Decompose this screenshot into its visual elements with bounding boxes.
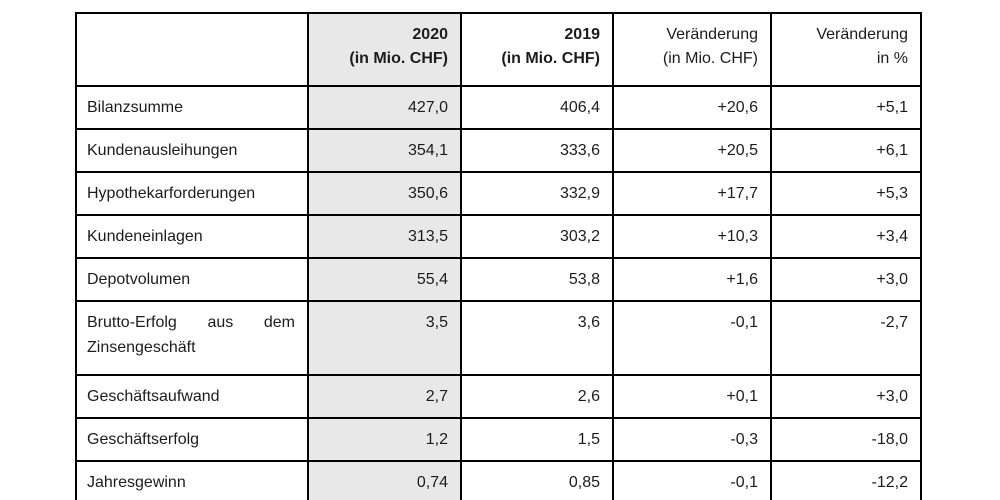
row-label: Jahresgewinn xyxy=(75,460,309,500)
row-label: Brutto-Erfolg aus dem Zinsengeschäft xyxy=(75,300,309,376)
header-2020-unit: (in Mio. CHF) xyxy=(349,50,448,67)
value-change-pct: +5,1 xyxy=(770,85,922,130)
value-change-chf: +0,1 xyxy=(612,374,772,419)
row-label: Hypothekarforderungen xyxy=(75,171,309,216)
value-change-chf: +10,3 xyxy=(612,214,772,259)
header-change-pct-label: Veränderung xyxy=(816,26,908,43)
table-row: Geschäftserfolg 1,2 1,5 -0,3 -18,0 xyxy=(75,417,922,462)
table-header-row: 2020 (in Mio. CHF) 2019 (in Mio. CHF) Ve… xyxy=(75,12,922,87)
value-2019: 332,9 xyxy=(460,171,614,216)
table-row: Hypothekarforderungen 350,6 332,9 +17,7 … xyxy=(75,171,922,216)
value-change-chf: +20,6 xyxy=(612,85,772,130)
value-2020: 313,5 xyxy=(307,214,462,259)
header-2019-year: 2019 xyxy=(564,26,600,43)
table-row: Bilanzsumme 427,0 406,4 +20,6 +5,1 xyxy=(75,85,922,130)
table-row: Kundeneinlagen 313,5 303,2 +10,3 +3,4 xyxy=(75,214,922,259)
value-change-chf: +17,7 xyxy=(612,171,772,216)
header-change-chf-label: Veränderung xyxy=(666,26,758,43)
value-2019: 406,4 xyxy=(460,85,614,130)
value-change-pct: -12,2 xyxy=(770,460,922,500)
value-2020: 2,7 xyxy=(307,374,462,419)
header-2019: 2019 (in Mio. CHF) xyxy=(460,12,614,87)
value-2019: 303,2 xyxy=(460,214,614,259)
value-change-pct: +3,4 xyxy=(770,214,922,259)
row-label: Geschäftsaufwand xyxy=(75,374,309,419)
header-2020: 2020 (in Mio. CHF) xyxy=(307,12,462,87)
value-change-pct: +6,1 xyxy=(770,128,922,173)
financial-summary-table: 2020 (in Mio. CHF) 2019 (in Mio. CHF) Ve… xyxy=(75,12,922,500)
value-2019: 53,8 xyxy=(460,257,614,302)
value-2020: 354,1 xyxy=(307,128,462,173)
value-2019: 2,6 xyxy=(460,374,614,419)
value-2020: 3,5 xyxy=(307,300,462,376)
header-change-chf-unit: (in Mio. CHF) xyxy=(662,50,758,67)
value-change-pct: -2,7 xyxy=(770,300,922,376)
row-label: Kundeneinlagen xyxy=(75,214,309,259)
value-change-pct: +5,3 xyxy=(770,171,922,216)
table-row: Kundenausleihungen 354,1 333,6 +20,5 +6,… xyxy=(75,128,922,173)
value-2019: 1,5 xyxy=(460,417,614,462)
value-change-pct: +3,0 xyxy=(770,374,922,419)
value-2019: 333,6 xyxy=(460,128,614,173)
value-change-chf: -0,1 xyxy=(612,460,772,500)
value-change-pct: +3,0 xyxy=(770,257,922,302)
value-2019: 0,85 xyxy=(460,460,614,500)
value-2020: 1,2 xyxy=(307,417,462,462)
header-2019-unit: (in Mio. CHF) xyxy=(501,50,600,67)
row-label: Depotvolumen xyxy=(75,257,309,302)
value-change-chf: -0,1 xyxy=(612,300,772,376)
value-2020: 350,6 xyxy=(307,171,462,216)
header-change-pct: Veränderung in % xyxy=(770,12,922,87)
header-change-chf: Veränderung (in Mio. CHF) xyxy=(612,12,772,87)
row-label: Kundenausleihungen xyxy=(75,128,309,173)
header-empty-cell xyxy=(75,12,309,87)
header-change-pct-unit: in % xyxy=(876,50,908,67)
table-row: Brutto-Erfolg aus dem Zinsengeschäft 3,5… xyxy=(75,300,922,376)
value-change-chf: -0,3 xyxy=(612,417,772,462)
row-label: Bilanzsumme xyxy=(75,85,309,130)
table-row: Geschäftsaufwand 2,7 2,6 +0,1 +3,0 xyxy=(75,374,922,419)
value-2020: 427,0 xyxy=(307,85,462,130)
row-label: Geschäftserfolg xyxy=(75,417,309,462)
table-row: Depotvolumen 55,4 53,8 +1,6 +3,0 xyxy=(75,257,922,302)
value-change-chf: +20,5 xyxy=(612,128,772,173)
table-row: Jahresgewinn 0,74 0,85 -0,1 -12,2 xyxy=(75,460,922,500)
value-change-pct: -18,0 xyxy=(770,417,922,462)
value-change-chf: +1,6 xyxy=(612,257,772,302)
value-2020: 0,74 xyxy=(307,460,462,500)
value-2019: 3,6 xyxy=(460,300,614,376)
header-2020-year: 2020 xyxy=(412,26,448,43)
value-2020: 55,4 xyxy=(307,257,462,302)
